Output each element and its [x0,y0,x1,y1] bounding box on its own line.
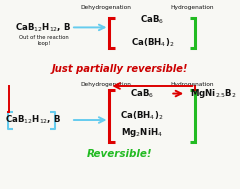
Text: Dehydrogenation: Dehydrogenation [81,5,132,10]
Text: CaB$_6$: CaB$_6$ [130,87,154,100]
Text: Dehydrogenation: Dehydrogenation [81,82,132,87]
Text: Ca(BH$_4$)$_2$: Ca(BH$_4$)$_2$ [131,36,174,49]
Text: Hydrogenation: Hydrogenation [170,82,214,87]
Text: Mg$_2$NiH$_4$: Mg$_2$NiH$_4$ [121,126,163,139]
Text: CaB$_{12}$H$_{12}$, B: CaB$_{12}$H$_{12}$, B [15,21,71,34]
Text: Hydrogenation: Hydrogenation [170,5,214,10]
Text: Just partially reversible!: Just partially reversible! [51,64,188,74]
Text: Out of the reaction
loop!: Out of the reaction loop! [19,35,69,46]
Text: CaB$_6$: CaB$_6$ [140,14,164,26]
Text: MgNi$_{2.5}$B$_2$: MgNi$_{2.5}$B$_2$ [190,87,237,100]
Text: Reversible!: Reversible! [87,149,152,159]
Text: Ca(BH$_4$)$_2$: Ca(BH$_4$)$_2$ [120,109,164,122]
Text: CaB$_{12}$H$_{12}$, B: CaB$_{12}$H$_{12}$, B [5,114,61,126]
